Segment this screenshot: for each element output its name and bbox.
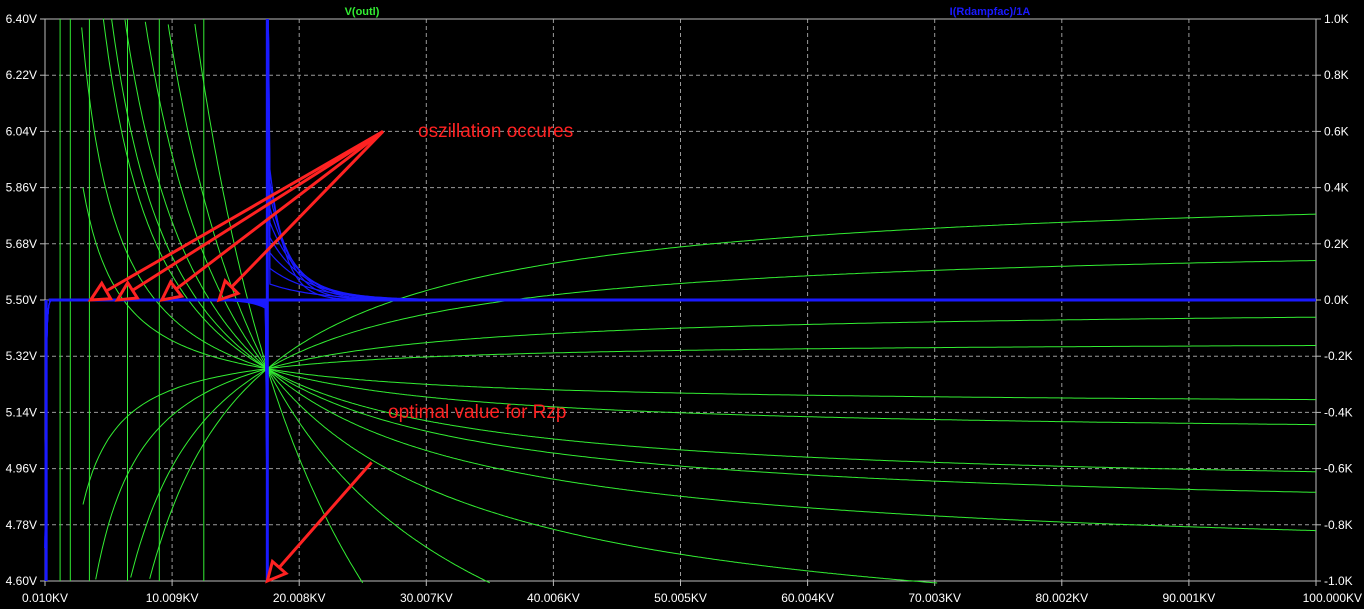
- x-tick-label: 40.006KV: [527, 591, 580, 605]
- x-tick-label: 30.007KV: [400, 591, 453, 605]
- vout-trace: [82, 345, 1316, 505]
- y-right-tick-label: -0.8K: [1324, 518, 1353, 532]
- y-right-tick-label: 1.0K: [1324, 12, 1349, 26]
- y-left-tick-label: 5.14V: [6, 405, 37, 419]
- annotation-arrow-shaft: [131, 130, 384, 292]
- y-right-tick-label: -0.6K: [1324, 462, 1353, 476]
- y-left-tick-label: 4.78V: [6, 518, 37, 532]
- annotation-arrow-shaft: [230, 130, 385, 289]
- annotation-arrow-head: [87, 280, 114, 302]
- y-left-tick-label: 6.40V: [6, 12, 37, 26]
- x-tick-label: 60.004KV: [781, 591, 834, 605]
- y-right-tick-label: -1.0K: [1324, 574, 1353, 588]
- x-tick-label: 20.008KV: [273, 591, 326, 605]
- x-tick-label: 50.005KV: [654, 591, 707, 605]
- annotation-text: oszillation occures: [418, 121, 573, 142]
- x-tick-label: 0.010KV: [22, 591, 68, 605]
- vout-trace: [81, 27, 1316, 426]
- x-tick-label: 100.000KV: [1303, 591, 1362, 605]
- series-current[interactable]: [44, 18, 1316, 582]
- x-tick-label: 80.002KV: [1035, 591, 1088, 605]
- vout-trace: [95, 316, 1316, 580]
- vout-trace: [167, 24, 491, 584]
- annotations: oszillation occures optimal value for Rzp: [87, 121, 573, 584]
- legend-vout: V(outl): [345, 6, 380, 18]
- vout-trace: [130, 260, 1317, 578]
- y-right-axis: -1.0K -0.8K -0.6K -0.4K -0.2K 0.0K 0.2K 0.4K 0.6…: [1316, 12, 1353, 588]
- y-right-tick-label: 0.0K: [1324, 293, 1349, 307]
- y-left-tick-label: 5.32V: [6, 349, 37, 363]
- y-right-tick-label: 0.6K: [1324, 124, 1349, 138]
- annotation-arrow-head: [216, 278, 241, 303]
- annotation-arrow-shaft: [278, 461, 373, 569]
- series-vout[interactable]: [59, 18, 1317, 584]
- y-left-tick-label: 5.50V: [6, 293, 37, 307]
- y-left-tick-label: 5.68V: [6, 237, 37, 251]
- annotation-arrow-head: [114, 279, 140, 302]
- vout-trace: [144, 21, 938, 584]
- vout-trace: [82, 187, 1316, 401]
- y-left-tick-label: 6.04V: [6, 124, 37, 138]
- y-right-tick-label: 0.4K: [1324, 181, 1349, 195]
- annotation-arrow-shaft: [175, 130, 384, 291]
- y-left-axis: 4.60V 4.78V 4.96V 5.14V 5.32V 5.50V 5.68V 5.86V…: [6, 12, 45, 588]
- y-left-tick-label: 6.22V: [6, 68, 37, 82]
- vout-trace: [102, 18, 1316, 473]
- annotation-arrow-shaft: [105, 130, 384, 293]
- vout-trace: [194, 23, 364, 584]
- annotation-text: optimal value for Rzp: [388, 402, 566, 423]
- y-right-tick-label: -0.2K: [1324, 349, 1353, 363]
- legend-current: I(Rdampfac)/1A: [950, 6, 1031, 18]
- legend: V(outl) I(Rdampfac)/1A: [345, 6, 1031, 18]
- y-left-tick-label: 4.60V: [6, 574, 37, 588]
- vout-trace: [111, 18, 1316, 493]
- y-left-tick-label: 5.86V: [6, 181, 37, 195]
- y-right-tick-label: -0.4K: [1324, 405, 1353, 419]
- x-tick-label: 90.001KV: [1163, 591, 1216, 605]
- y-right-tick-label: 0.2K: [1324, 237, 1349, 251]
- annotation-arrow-head: [265, 558, 289, 584]
- vout-trace: [124, 19, 1316, 532]
- vout-trace: [149, 213, 1317, 579]
- x-axis: 0.010KV 10.009KV 20.008KV 30.007KV 40.006KV 5…: [22, 581, 1362, 605]
- y-right-tick-label: 0.8K: [1324, 68, 1349, 82]
- y-left-tick-label: 4.96V: [6, 462, 37, 476]
- x-tick-label: 70.003KV: [908, 591, 961, 605]
- x-tick-label: 10.009KV: [146, 591, 199, 605]
- annotation-arrow-head: [159, 279, 185, 303]
